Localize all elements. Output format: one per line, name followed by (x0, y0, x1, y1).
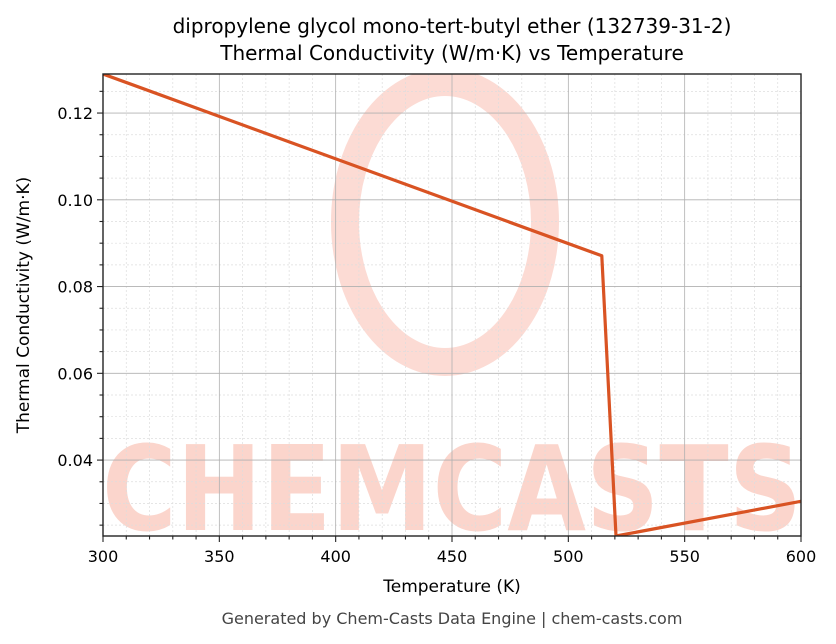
y-tick-label: 0.04 (57, 451, 93, 470)
x-tick-label: 400 (320, 547, 351, 566)
x-tick-label: 600 (786, 547, 817, 566)
x-tick-label: 300 (88, 547, 119, 566)
chart-title-line2: Thermal Conductivity (W/m·K) vs Temperat… (220, 41, 684, 65)
y-axis-label: Thermal Conductivity (W/m·K) (14, 176, 34, 434)
chart-title-line1: dipropylene glycol mono-tert-butyl ether… (172, 14, 732, 38)
y-tick-label: 0.08 (57, 278, 93, 297)
footer-credit: Generated by Chem-Casts Data Engine | ch… (221, 609, 683, 628)
x-tick-label: 500 (553, 547, 584, 566)
x-tick-label: 450 (437, 547, 468, 566)
x-tick-label: 350 (204, 547, 235, 566)
series-line (103, 74, 801, 536)
axis-ticks (97, 90, 802, 542)
y-tick-label: 0.10 (57, 191, 93, 210)
y-tick-label: 0.12 (57, 104, 93, 123)
y-tick-label: 0.06 (57, 364, 93, 383)
x-axis-label: Temperature (K) (383, 577, 521, 597)
x-tick-label: 550 (669, 547, 700, 566)
grid (102, 74, 802, 536)
